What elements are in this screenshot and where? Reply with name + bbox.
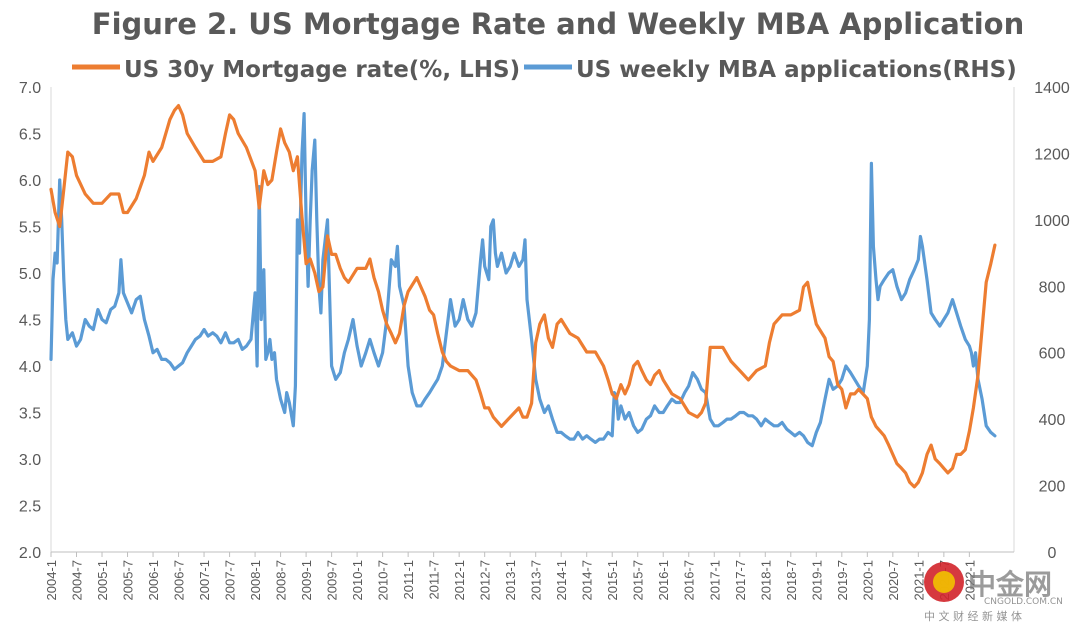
x-tick-label: 2017-7 <box>733 560 748 600</box>
x-tick-label: 2007-1 <box>197 560 212 600</box>
right-tick-label: 1400 <box>1034 80 1070 97</box>
right-tick-label: 400 <box>1039 412 1066 429</box>
x-tick-label: 2012-1 <box>452 560 467 600</box>
x-tick-label: 2018-7 <box>784 560 799 600</box>
x-tick-label: 2005-1 <box>95 560 110 600</box>
left-tick-label: 4.5 <box>19 313 41 330</box>
legend-label-mortgage-rate: US 30y Mortgage rate(%, LHS) <box>124 57 520 83</box>
x-axis: 2004-1 2004-7 2005-1 2005-7 2006-1 2006-7 2007… <box>44 552 977 600</box>
x-tick-label: 2007-7 <box>223 560 238 600</box>
x-tick-label: 2021-1 <box>911 560 926 600</box>
x-tick-label: 2008-1 <box>248 560 263 600</box>
x-tick-label: 2014-7 <box>580 560 595 600</box>
x-tick-label: 2012-7 <box>478 560 493 600</box>
legend: US 30y Mortgage rate(%, LHS) US weekly M… <box>72 57 1017 83</box>
right-tick-label: 200 <box>1039 479 1066 496</box>
left-tick-label: 6.5 <box>19 127 41 144</box>
x-tick-label: 2014-1 <box>554 560 569 600</box>
x-tick-label: 2013-7 <box>529 560 544 600</box>
right-tick-label: 1200 <box>1034 146 1070 163</box>
x-tick-label: 2008-7 <box>274 560 289 600</box>
x-tick-label: 2006-7 <box>172 560 187 600</box>
x-tick-label: 2009-1 <box>299 560 314 600</box>
x-tick-label: 2004-7 <box>70 560 85 600</box>
x-tick-label: 2011-7 <box>427 560 442 600</box>
left-tick-label: 3.5 <box>19 406 41 423</box>
left-tick-label: 2.0 <box>19 545 41 562</box>
x-tick-label: 2018-1 <box>758 560 773 600</box>
left-tick-label: 5.0 <box>19 266 41 283</box>
left-tick-label: 6.0 <box>19 173 41 190</box>
x-tick-label: 2010-1 <box>350 560 365 600</box>
series-line-mortgage-rate <box>49 104 997 489</box>
watermark: 中金网 CNGOLD.COM.CN 中 文 财 经 新 媒 体 <box>924 562 1063 623</box>
x-tick-label: 2016-7 <box>682 560 697 600</box>
x-tick-label: 2004-1 <box>44 560 59 600</box>
left-tick-label: 3.0 <box>19 452 41 469</box>
x-tick-label: 2016-1 <box>656 560 671 600</box>
watermark-domain: CNGOLD.COM.CN <box>984 597 1063 607</box>
left-tick-label: 7.0 <box>19 80 41 97</box>
legend-label-mba-applications: US weekly MBA applications(RHS) <box>576 57 1017 83</box>
x-tick-label: 2011-1 <box>401 560 416 600</box>
x-tick-label: 2017-1 <box>707 560 722 600</box>
chart-title: Figure 2. US Mortgage Rate and Weekly MB… <box>92 7 1024 41</box>
x-tick-label: 2010-7 <box>376 560 391 600</box>
x-tick-label: 2009-7 <box>325 560 340 600</box>
series-line-mba-applications <box>49 112 997 448</box>
series-layer <box>49 104 997 489</box>
x-tick-label: 2005-7 <box>121 560 136 600</box>
x-tick-label: 2019-1 <box>809 560 824 600</box>
x-tick-label: 2022-1 <box>962 560 977 600</box>
left-tick-label: 2.5 <box>19 499 41 516</box>
watermark-brand: 中金网 <box>968 568 1052 601</box>
x-tick-label: 2015-1 <box>605 560 620 600</box>
right-tick-label: 1000 <box>1034 213 1070 230</box>
right-tick-label: 800 <box>1039 279 1066 296</box>
left-tick-label: 5.5 <box>19 220 41 237</box>
right-tick-label: 600 <box>1039 346 1066 363</box>
right-axis: 0 200 400 600 800 1000 1200 1400 <box>1034 80 1070 562</box>
x-tick-label: 2020-1 <box>860 560 875 600</box>
x-tick-label: 2019-7 <box>835 560 850 600</box>
left-axis: 2.0 2.5 3.0 3.5 4.0 4.5 5.0 5.5 6.0 6.5 7.0 <box>19 80 41 562</box>
x-tick-label: 2013-1 <box>503 560 518 600</box>
left-tick-label: 4.0 <box>19 359 41 376</box>
x-tick-label: 2006-1 <box>146 560 161 600</box>
x-tick-label: 2015-7 <box>631 560 646 600</box>
watermark-tagline: 中 文 财 经 新 媒 体 <box>924 609 1022 623</box>
x-tick-label: 2020-7 <box>886 560 901 600</box>
right-tick-label: 0 <box>1048 545 1057 562</box>
watermark-logo-inner-icon <box>933 571 955 593</box>
